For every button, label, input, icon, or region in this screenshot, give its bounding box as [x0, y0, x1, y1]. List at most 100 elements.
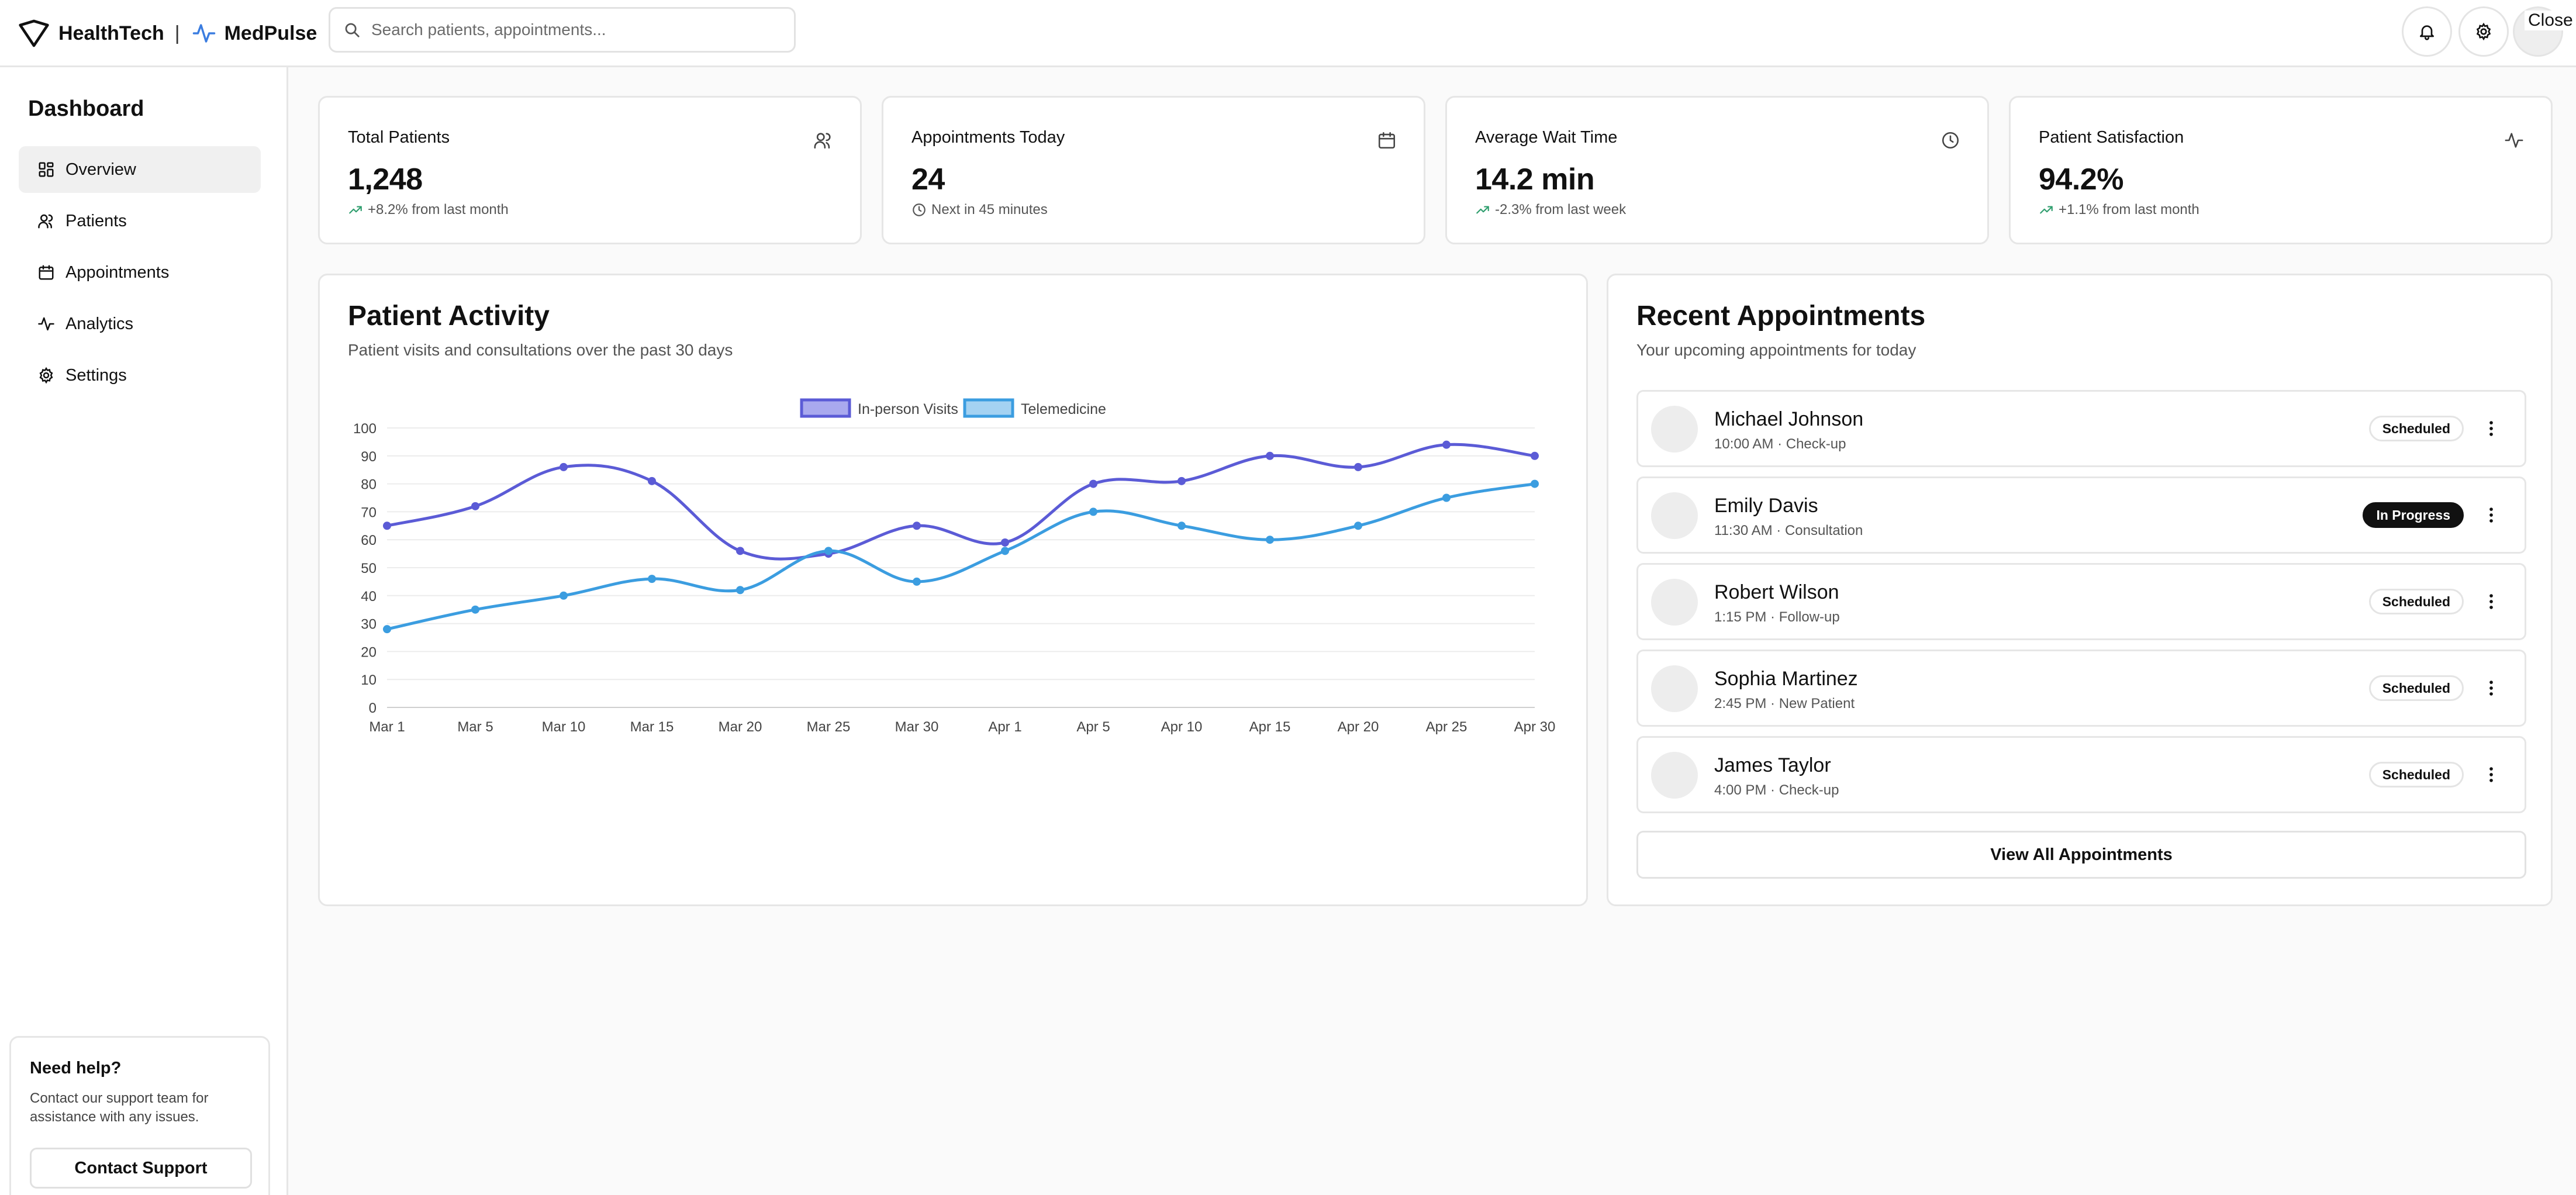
x-tick-label: Apr 30 [1514, 719, 1556, 735]
sidebar: Dashboard Overview Patients Appointments [0, 67, 288, 1195]
appointment-list: Michael Johnson 10:00 AM · Check-up Sche… [1636, 390, 2526, 823]
data-point [648, 476, 656, 485]
activity-title: Patient Activity [348, 301, 550, 331]
brand-name: HealthTech [58, 22, 164, 44]
y-tick-label: 60 [361, 533, 377, 548]
stat-sub-text: +8.2% from last month [368, 202, 509, 217]
data-point [913, 577, 921, 586]
legend-label: Telemedicine [1021, 401, 1106, 417]
more-vertical-icon[interactable] [2481, 765, 2501, 785]
sidebar-item-settings[interactable]: Settings [19, 352, 261, 399]
avatar [1651, 406, 1698, 453]
sidebar-item-patients[interactable]: Patients [19, 198, 261, 244]
status-badge: Scheduled [2368, 589, 2464, 614]
pulse-icon [192, 21, 216, 46]
y-tick-label: 30 [361, 617, 377, 633]
patient-name: James Taylor [1714, 754, 1831, 776]
more-vertical-icon[interactable] [2481, 678, 2501, 698]
x-tick-label: Apr 25 [1426, 719, 1467, 735]
sidebar-item-label: Appointments [65, 263, 170, 282]
brand[interactable]: HealthTech | MedPulse [18, 17, 317, 50]
appointment-item[interactable]: Sophia Martinez 2:45 PM · New Patient Sc… [1636, 650, 2526, 727]
status-badge: Scheduled [2368, 762, 2464, 788]
data-point [913, 521, 921, 530]
data-point [736, 586, 744, 595]
contact-support-button[interactable]: Contact Support [30, 1148, 252, 1189]
grid-icon [39, 162, 54, 177]
help-text: Contact our support team for assistance … [30, 1090, 209, 1125]
stat-sub: -2.3% from last week [1475, 202, 1626, 218]
appointment-item[interactable]: Robert Wilson 1:15 PM · Follow-up Schedu… [1636, 563, 2526, 640]
data-point [1001, 547, 1009, 555]
stat-label: Total Patients [348, 128, 450, 147]
appointment-item[interactable]: James Taylor 4:00 PM · Check-up Schedule… [1636, 736, 2526, 813]
series-line-telemedicine [386, 482, 1535, 631]
search-icon [343, 21, 361, 39]
sidebar-item-label: Patients [65, 211, 127, 230]
brand-separator: | [174, 22, 180, 44]
data-point [1354, 521, 1362, 530]
top-header: HealthTech | MedPulse Close [0, 0, 2576, 67]
activity-description: Patient visits and consultations over th… [348, 341, 733, 359]
avatar [1651, 665, 1698, 712]
x-tick-label: Apr 10 [1161, 719, 1203, 735]
view-all-appointments-button[interactable]: View All Appointments [1636, 831, 2526, 879]
stat-card-total-patients: Total Patients 1,248 +8.2% from last mon… [318, 96, 862, 244]
help-card: Need help? Contact our support team for … [9, 1036, 270, 1195]
patient-activity-chart: 0 10 20 30 40 50 60 70 80 90 100 Mar 1 Mar 5 Mar 10 Ma… [353, 398, 1556, 735]
data-point [1442, 493, 1451, 502]
x-tick-label: Mar 10 [542, 719, 586, 735]
gear-icon [39, 367, 53, 384]
avatar [1651, 579, 1698, 626]
more-vertical-icon[interactable] [2481, 419, 2501, 438]
sidebar-item-overview[interactable]: Overview [19, 146, 261, 193]
x-tick-label: Apr 1 [988, 719, 1021, 735]
patient-activity-card: Patient Activity Patient visits and cons… [318, 274, 1588, 906]
more-vertical-icon[interactable] [2481, 505, 2501, 525]
calendar-icon [39, 265, 54, 280]
appointment-item[interactable]: Emily Davis 11:30 AM · Consultation In P… [1636, 476, 2526, 554]
sidebar-item-label: Settings [65, 365, 127, 385]
clock-icon [1942, 132, 1959, 149]
appointment-meta: 11:30 AM · Consultation [1714, 523, 1863, 538]
avatar [1651, 492, 1698, 539]
appointment-meta: 10:00 AM · Check-up [1714, 436, 1846, 452]
y-tick-label: 90 [361, 449, 377, 465]
data-point [824, 547, 833, 555]
sidebar-item-appointments[interactable]: Appointments [19, 249, 261, 296]
appointment-item[interactable]: Michael Johnson 10:00 AM · Check-up Sche… [1636, 390, 2526, 467]
settings-button[interactable] [2458, 6, 2509, 57]
trend-up-icon [2040, 206, 2053, 214]
users-icon [38, 214, 53, 229]
series-line-in-person-visits [386, 443, 1535, 561]
sidebar-title: Dashboard [28, 96, 144, 121]
sidebar-item-label: Overview [65, 160, 136, 179]
x-tick-label: Mar 15 [630, 719, 674, 735]
sidebar-item-analytics[interactable]: Analytics [19, 301, 261, 347]
clock-icon [913, 203, 926, 216]
x-tick-label: Mar 20 [719, 719, 762, 735]
stat-card-average-wait-time: Average Wait Time 14.2 min -2.3% from la… [1445, 96, 1989, 244]
legend-label: In-person Visits [858, 401, 958, 417]
search-box[interactable] [329, 7, 796, 53]
data-point [1177, 476, 1186, 485]
stat-sub-text: Next in 45 minutes [931, 202, 1048, 217]
data-point [736, 547, 744, 555]
y-tick-label: 40 [361, 589, 377, 605]
stat-sub: +8.2% from last month [348, 202, 509, 218]
notifications-button[interactable] [2402, 6, 2452, 57]
avatar [1651, 752, 1698, 799]
legend-swatch [800, 398, 851, 418]
users-icon [814, 133, 831, 149]
search-input[interactable] [371, 20, 781, 39]
patient-name: Michael Johnson [1714, 408, 1864, 430]
more-vertical-icon[interactable] [2481, 592, 2501, 612]
patient-name: Emily Davis [1714, 495, 1818, 517]
stat-sub-text: +1.1% from last month [2059, 202, 2199, 217]
stat-sub: Next in 45 minutes [911, 202, 1048, 218]
x-tick-label: Apr 5 [1076, 719, 1110, 735]
stat-card-patient-satisfaction: Patient Satisfaction 94.2% +1.1% from la… [2009, 96, 2553, 244]
y-tick-label: 50 [361, 561, 377, 576]
close-button[interactable]: Close [2525, 11, 2576, 30]
x-tick-label: Apr 20 [1338, 719, 1379, 735]
